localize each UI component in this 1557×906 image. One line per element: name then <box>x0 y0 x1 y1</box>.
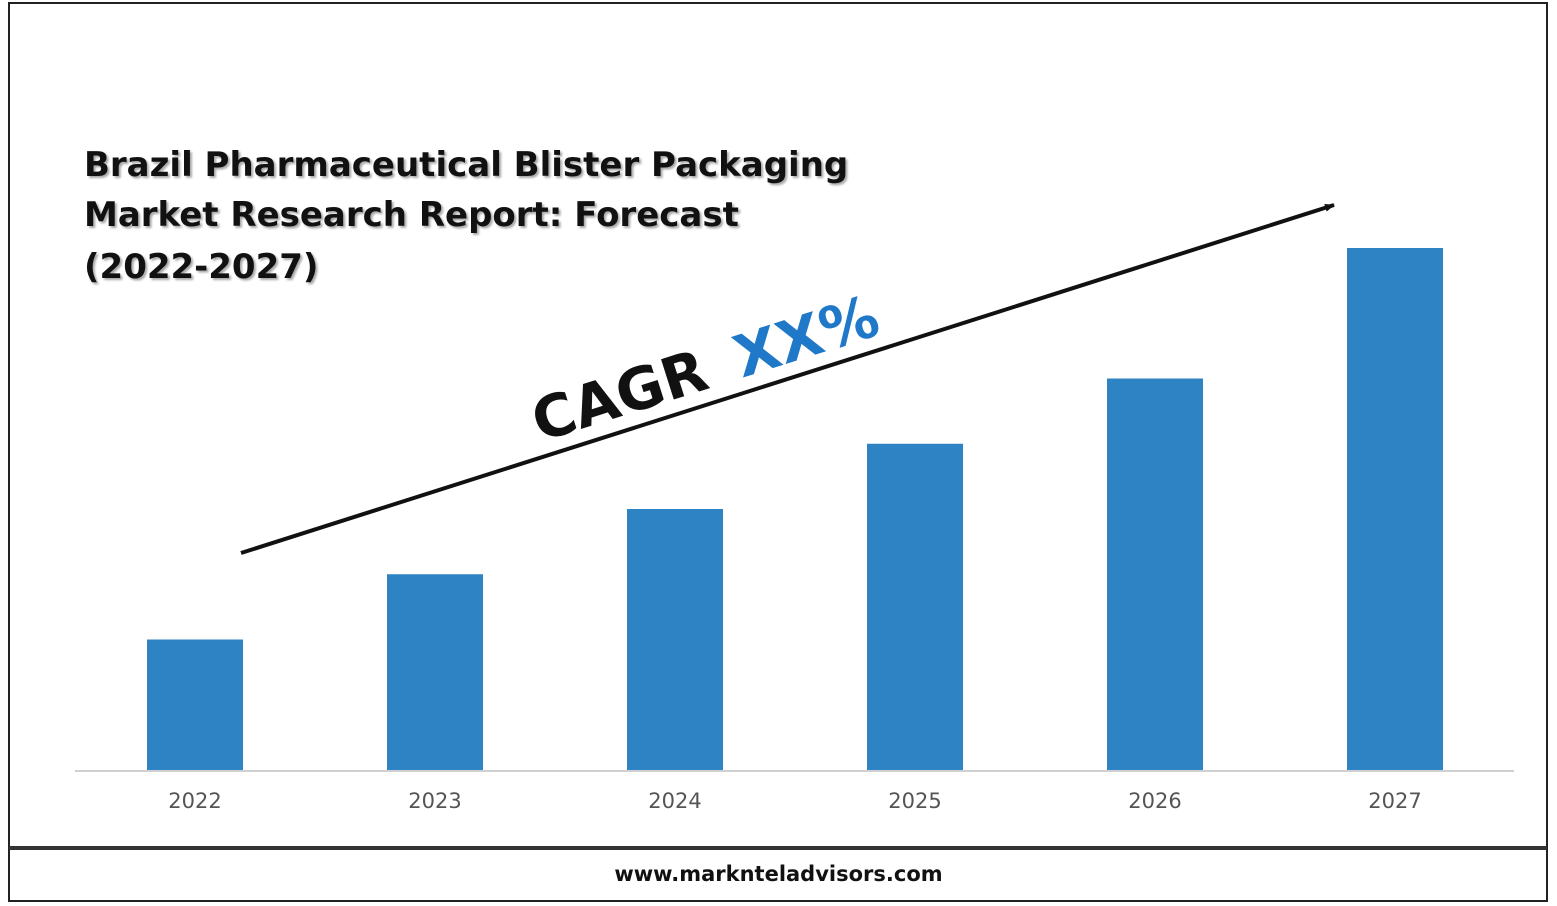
x-tick-label-2027: 2027 <box>1368 789 1421 813</box>
x-tick-label-2022: 2022 <box>168 789 221 813</box>
x-tick-group: 2022 2023 2024 2025 2026 2027 <box>168 789 1421 813</box>
bar-group <box>147 248 1443 770</box>
bar-2023 <box>387 574 483 770</box>
bar-2026 <box>1107 378 1203 770</box>
x-tick-label-2024: 2024 <box>648 789 701 813</box>
footer-separator <box>9 846 1547 850</box>
cagr-label: CAGR <box>524 336 716 455</box>
x-tick-label-2026: 2026 <box>1128 789 1181 813</box>
cagr-annotation: CAGR XX% <box>524 282 887 456</box>
footer-url[interactable]: www.marknteladvisors.com <box>614 862 943 886</box>
bar-2022 <box>147 639 243 770</box>
x-tick-label-2023: 2023 <box>408 789 461 813</box>
outer-border <box>8 2 1548 902</box>
chart-title-line-3: (2022-2027) <box>84 247 319 287</box>
bar-2025 <box>867 443 963 770</box>
chart-title-line-1: Brazil Pharmaceutical Blister Packaging <box>84 145 849 185</box>
trend-arrow <box>240 203 1335 555</box>
x-tick-label-2025: 2025 <box>888 789 941 813</box>
chart-title-line-2: Market Research Report: Forecast <box>84 195 739 235</box>
bar-2027 <box>1347 248 1443 770</box>
bar-2024 <box>627 509 723 770</box>
